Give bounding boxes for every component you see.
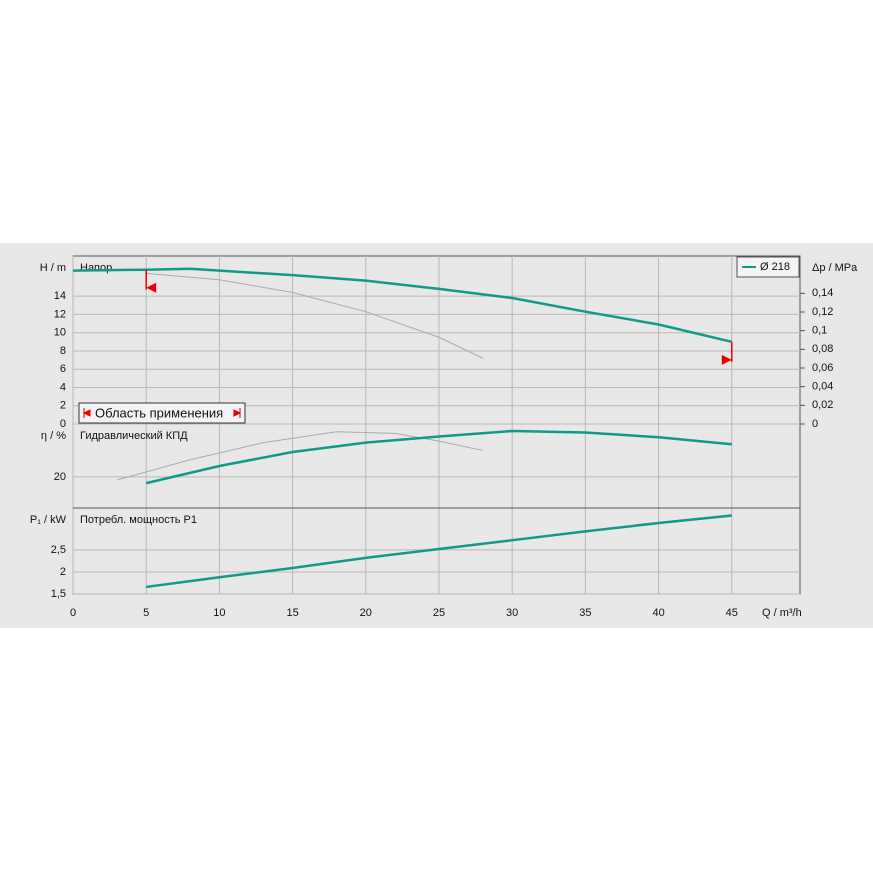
y2-tick-label: 0,06	[812, 362, 833, 374]
panel-label: Гидравлический КПД	[80, 430, 188, 442]
y2-tick-label: 0,02	[812, 399, 833, 411]
x-tick-label: 35	[579, 607, 591, 619]
curve	[145, 429, 732, 485]
panel-label: Потребл. мощность P1	[80, 514, 197, 526]
plot-area	[72, 255, 801, 595]
y-tick-label: 14	[54, 290, 66, 302]
y-tick-label: 2	[60, 566, 66, 578]
curve	[72, 267, 733, 344]
x-tick-label: 30	[506, 607, 518, 619]
y-tick-label: 0	[60, 418, 66, 430]
x-tick-label: 0	[70, 607, 76, 619]
y2-tick-label: 0	[812, 418, 818, 430]
x-tick-label: 10	[213, 607, 225, 619]
x-tick-label: 20	[360, 607, 372, 619]
x-tick-label: 25	[433, 607, 445, 619]
range-arrow	[146, 282, 157, 293]
curve	[116, 431, 484, 481]
range-arrow	[721, 354, 732, 365]
x-tick-label: 40	[652, 607, 664, 619]
range-box-arrows	[82, 408, 242, 418]
range-box	[78, 402, 246, 424]
curve	[146, 514, 732, 589]
panel-label: Напор	[80, 262, 112, 274]
y2-tick-label: 0,08	[812, 343, 833, 355]
y-tick-label: 20	[54, 471, 66, 483]
y2-tick-label: 0,04	[812, 381, 833, 393]
x-axis-label: Q / m³/h	[762, 607, 802, 619]
y-axis-label: H / m	[40, 262, 66, 274]
y-tick-label: 4	[60, 381, 66, 393]
range-label: Область применения	[95, 405, 223, 420]
y-axis-label: P₁ / kW	[30, 514, 67, 526]
y2-tick-label: 0,1	[812, 325, 827, 337]
y-tick-label: 2,5	[51, 544, 66, 556]
y-tick-label: 12	[54, 308, 66, 320]
x-tick-label: 15	[286, 607, 298, 619]
x-tick-label: 5	[143, 607, 149, 619]
y-tick-label: 10	[54, 327, 66, 339]
y2-tick-label: 0,12	[812, 306, 833, 318]
y-tick-label: 1,5	[51, 588, 66, 600]
x-tick-label: 45	[726, 607, 738, 619]
legend-label: Ø 218	[760, 261, 790, 273]
y-axis-label: η / %	[41, 430, 66, 442]
y-tick-label: 8	[60, 345, 66, 357]
y2-tick-label: 0,14	[812, 287, 833, 299]
y2-axis-label: Δp / MPa	[812, 262, 858, 274]
y-tick-label: 2	[60, 400, 66, 412]
legend-box	[736, 256, 800, 278]
y-tick-label: 6	[60, 363, 66, 375]
curve	[146, 272, 484, 359]
